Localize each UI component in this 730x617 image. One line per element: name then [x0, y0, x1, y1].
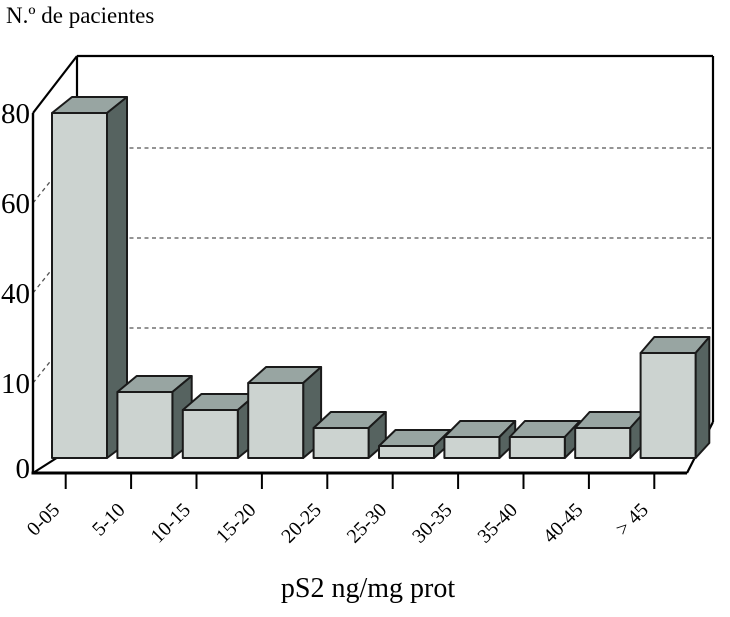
bar-front-face [639, 352, 697, 459]
y-tick-label: 0 [16, 453, 31, 485]
bar-front-face [51, 112, 108, 459]
bar-front-face [312, 427, 370, 459]
gridlines [32, 147, 713, 384]
bar-35-40 [508, 420, 581, 459]
x-category-label: > 45 [612, 499, 653, 540]
x-category-label: 20-25 [277, 499, 326, 548]
x-category-label: 10-15 [146, 499, 195, 548]
x-category-label: 30-35 [408, 499, 457, 548]
y-axis-title: N.º de pacientes [6, 3, 154, 28]
bar-10-15 [181, 393, 258, 459]
y-tick-label: 60 [1, 188, 30, 220]
bar-front-face [181, 409, 239, 459]
bar-30-35 [443, 420, 517, 459]
bar-5-10 [116, 375, 193, 459]
bar-front-face [574, 427, 632, 459]
bar-15-20 [247, 366, 323, 459]
x-tick-marks [64, 474, 656, 489]
y-tick-label: 10 [1, 368, 30, 400]
y-tick-labels: 0 10 40 60 80 [1, 98, 30, 485]
x-category-labels: 0-05 5-10 10-15 15-20 20-25 25-30 30-35 35-40 40… [23, 499, 653, 548]
x-category-label: 40-45 [539, 499, 588, 548]
bars [51, 96, 711, 459]
bar-front-face [443, 436, 501, 459]
x-category-label: 25-30 [343, 499, 392, 548]
bar-front-face [116, 391, 174, 459]
bar-20-25 [312, 411, 387, 459]
bar-side-face [694, 336, 711, 459]
y-tick-label: 80 [1, 98, 30, 130]
bar-gt-45 [639, 336, 711, 459]
x-axis-title: pS2 ng/mg prot [281, 573, 455, 604]
top-left-depth-edge [32, 55, 78, 114]
x-category-label: 0-05 [23, 499, 64, 540]
bar-front-face [247, 382, 305, 459]
y-tick-label: 40 [1, 278, 30, 310]
bar-40-45 [574, 411, 646, 459]
x-category-label: 5-10 [88, 499, 129, 540]
x-category-label: 35-40 [473, 499, 522, 548]
bar-0-05 [51, 96, 128, 459]
bar-25-30 [378, 429, 452, 459]
x-category-label: 15-20 [212, 499, 261, 548]
bar-front-face [508, 436, 566, 459]
bar-front-face [378, 445, 435, 459]
